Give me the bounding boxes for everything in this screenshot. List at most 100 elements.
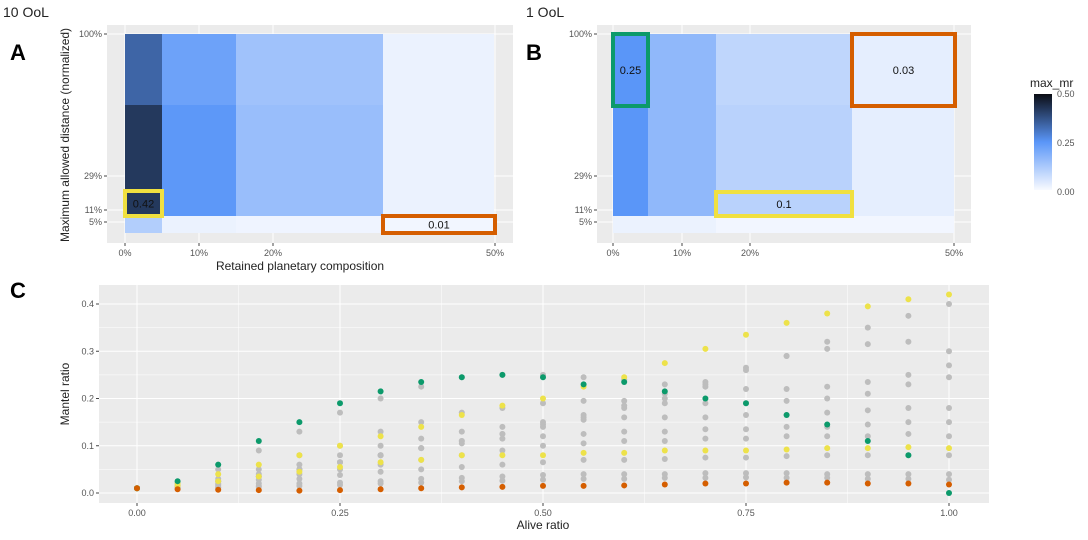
orange-point [864, 480, 871, 487]
green-point [458, 374, 465, 381]
heatmap-cell [852, 105, 954, 216]
x-tick-label: 20% [741, 248, 759, 258]
yellow-low-point [499, 452, 506, 459]
gray-point [946, 452, 952, 459]
heatmap-cell [236, 105, 383, 216]
x-tick-label: 20% [264, 248, 282, 258]
heatmap-cell [648, 216, 716, 233]
gray-point [580, 430, 587, 437]
gray-point [743, 470, 749, 477]
gray-point [621, 471, 628, 478]
heatmap-cell [716, 105, 852, 216]
gray-point [946, 471, 952, 478]
gray-point [905, 430, 912, 437]
legend-tick-025: 0.25 [1057, 138, 1075, 148]
gray-point [418, 479, 425, 486]
y-tick-label: 5% [89, 217, 102, 227]
heatmap-cell [613, 34, 648, 105]
yellow-high-point [337, 442, 343, 449]
colorbar-legend: max_mr 0.50 0.25 0.00 [1030, 76, 1075, 197]
gray-point [824, 409, 831, 416]
yellow-low-point [905, 444, 912, 451]
gray-point [905, 381, 912, 388]
gray-point [580, 471, 587, 478]
green-point [661, 388, 668, 395]
x-tick-label: 50% [945, 248, 963, 258]
orange-point [174, 486, 181, 493]
heatmap-cell [383, 34, 494, 105]
green-point [905, 452, 912, 459]
heatmap-cell [383, 216, 494, 233]
green-point [540, 374, 546, 381]
cell-value-label: 0.25 [620, 65, 641, 77]
yellow-low-point [661, 447, 668, 454]
orange-point [702, 480, 709, 487]
x-tick-label: 0.50 [534, 508, 552, 518]
cell-value-label: 0.1 [776, 199, 791, 211]
heatmap-cell [613, 105, 648, 216]
cell-value-label: 0.01 [428, 220, 449, 232]
scatter-points [134, 291, 952, 496]
yellow-high-point [255, 461, 262, 468]
heatmap-cell [852, 216, 954, 233]
gray-point [296, 482, 303, 489]
gray-point [661, 474, 668, 481]
y-tick-label: 0.0 [81, 488, 94, 498]
panel-a-title: 10 OoL [3, 4, 49, 20]
gray-point [337, 452, 343, 459]
gray-point [540, 433, 546, 440]
gray-point [621, 475, 628, 482]
gray-point [824, 338, 831, 345]
gray-point [337, 409, 343, 416]
gray-point [864, 341, 871, 348]
heatmap-cell [852, 34, 954, 105]
y-tick-label: 100% [569, 29, 592, 39]
gray-point [661, 428, 668, 435]
gray-point [418, 383, 425, 390]
yellow-high-point [499, 402, 506, 409]
gray-point [946, 362, 952, 369]
green-point [296, 419, 303, 426]
gray-point [743, 412, 749, 419]
gray-point [783, 423, 790, 430]
heatmap-cell [236, 34, 383, 105]
orange-point [215, 486, 222, 493]
gray-point [418, 419, 425, 426]
y-tick-label: 29% [574, 171, 592, 181]
green-point [418, 378, 425, 385]
gray-point [621, 428, 628, 435]
legend-tick-050: 0.50 [1057, 89, 1075, 99]
gray-point [296, 461, 303, 468]
gray-point [540, 419, 546, 426]
heatmap-cell [125, 105, 162, 216]
gray-point [946, 476, 952, 483]
gray-point [743, 454, 749, 461]
orange-point [134, 485, 140, 492]
gray-point [743, 364, 749, 371]
gray-point [499, 473, 506, 480]
gray-point [621, 456, 628, 463]
y-tick-label: 29% [84, 171, 102, 181]
gray-point [377, 442, 384, 449]
yellow-high-point [458, 412, 465, 419]
yellow-low-point [580, 449, 587, 456]
gray-point [905, 371, 912, 378]
orange-point [255, 487, 262, 494]
yellow-low-point [296, 468, 303, 475]
panel-b-label: B [526, 40, 542, 65]
orange-point [418, 485, 425, 492]
gray-point [337, 481, 343, 488]
gray-point [499, 447, 506, 454]
gray-point [296, 475, 303, 482]
cell-value-label: 0.03 [893, 65, 914, 77]
gray-point [783, 352, 790, 359]
green-point [621, 378, 628, 385]
gray-point [702, 426, 709, 433]
legend-title: max_mr [1030, 76, 1073, 90]
gray-point [621, 404, 628, 411]
heatmap-cell [162, 105, 236, 216]
yellow-high-point [783, 319, 790, 326]
gray-point [499, 430, 506, 437]
gray-point [864, 475, 871, 482]
gray-point [580, 475, 587, 482]
